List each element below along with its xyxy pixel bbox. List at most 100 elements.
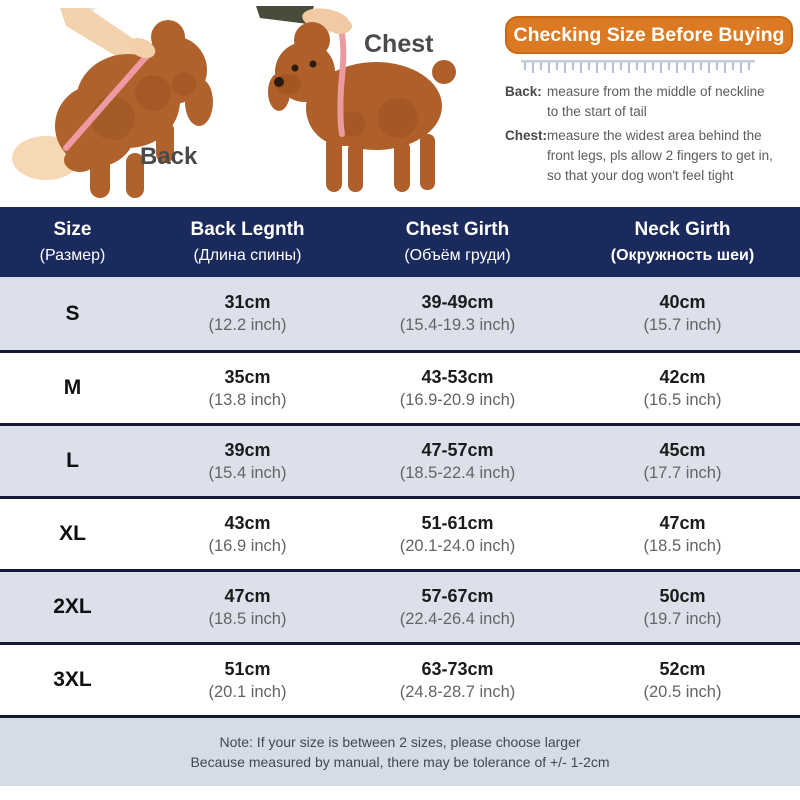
table-header-row: Size (Размер) Back Legnth (Длина спины) … xyxy=(0,207,800,277)
back-instruction: Back: measure from the middle of necklin… xyxy=(505,82,795,122)
back-length-cell: 47cm (18.5 inch) xyxy=(145,572,350,642)
back-inch-value: (20.1 inch) xyxy=(208,682,287,701)
neck-girth-cell: 42cm (16.5 inch) xyxy=(565,353,800,423)
back-length-cell: 35cm (13.8 inch) xyxy=(145,353,350,423)
neck-cm-value: 45cm xyxy=(659,439,706,460)
chest-instruction: Chest: measure the widest area behind th… xyxy=(505,126,795,186)
ruler-icon xyxy=(521,60,755,73)
size-note: Note: If your size is between 2 sizes, p… xyxy=(0,715,800,786)
chest-dog-illustration xyxy=(256,6,456,192)
neck-inch-value: (15.7 inch) xyxy=(643,316,722,334)
neck-cm-value: 50cm xyxy=(659,585,706,606)
chest-inch-value: (22.4-26.4 inch) xyxy=(399,609,516,628)
header-neck-en: Neck Girth xyxy=(634,219,731,240)
table-row-2xl: 2XL 47cm (18.5 inch) 57-67cm (22.4-26.4 … xyxy=(0,569,800,642)
table-row-l: L 39cm (15.4 inch) 47-57cm (18.5-22.4 in… xyxy=(0,423,800,496)
header-cell-back-length: Back Legnth (Длина спины) xyxy=(145,207,350,277)
neck-inch-value: (20.5 inch) xyxy=(643,682,722,701)
size-guide-banner: Checking Size Before Buying xyxy=(505,16,793,54)
header-cell-size: Size (Размер) xyxy=(0,207,145,277)
neck-girth-cell: 47cm (18.5 inch) xyxy=(565,499,800,569)
chest-cm-value: 43-53cm xyxy=(421,366,494,387)
chest-inch-value: (20.1-24.0 inch) xyxy=(399,536,516,555)
chest-instruction-line: front legs, pls allow 2 fingers to get i… xyxy=(547,148,773,163)
neck-inch-value: (17.7 inch) xyxy=(643,463,722,482)
header-size-ru: (Размер) xyxy=(39,247,106,264)
chest-measure-photo xyxy=(248,6,460,198)
back-cm-value: 31cm xyxy=(224,292,271,312)
size-table: Size (Размер) Back Legnth (Длина спины) … xyxy=(0,207,800,786)
measure-instructions: Back: measure from the middle of necklin… xyxy=(505,82,795,186)
chest-inch-value: (18.5-22.4 inch) xyxy=(399,463,516,482)
chest-cm-value: 39-49cm xyxy=(421,292,494,312)
header-chest-ru: (Объём груди) xyxy=(404,247,511,264)
header-cell-chest-girth: Chest Girth (Объём груди) xyxy=(350,207,565,277)
chest-girth-cell: 51-61cm (20.1-24.0 inch) xyxy=(350,499,565,569)
table-row-xl: XL 43cm (16.9 inch) 51-61cm (20.1-24.0 i… xyxy=(0,496,800,569)
chest-girth-cell: 63-73cm (24.8-28.7 inch) xyxy=(350,645,565,715)
measure-guide-section: Back xyxy=(0,0,800,207)
note-line-2: Because measured by manual, there may be… xyxy=(190,754,610,770)
neck-inch-value: (19.7 inch) xyxy=(643,609,722,628)
neck-girth-cell: 50cm (19.7 inch) xyxy=(565,572,800,642)
chest-girth-cell: 43-53cm (16.9-20.9 inch) xyxy=(350,353,565,423)
size-guide-panel: Checking Size Before Buying Back: measur… xyxy=(505,16,795,190)
back-inch-value: (18.5 inch) xyxy=(208,609,287,628)
back-cm-value: 39cm xyxy=(224,439,271,460)
chest-instruction-line: measure the widest area behind the xyxy=(547,128,762,143)
header-back-ru: (Длина спины) xyxy=(193,247,302,264)
chest-inch-value: (15.4-19.3 inch) xyxy=(399,316,516,334)
back-length-cell: 39cm (15.4 inch) xyxy=(145,426,350,496)
chest-instruction-line: so that your dog won't feel tight xyxy=(547,168,734,183)
size-cell: S xyxy=(65,301,80,325)
back-measure-photo xyxy=(8,8,240,200)
chest-cm-value: 47-57cm xyxy=(421,439,494,460)
header-size-en: Size xyxy=(53,219,92,240)
size-cell: 3XL xyxy=(53,668,92,691)
back-instruction-label: Back: xyxy=(505,84,542,99)
size-cell: 2XL xyxy=(53,595,92,618)
banner-title: Checking Size Before Buying xyxy=(513,23,785,46)
table-row-s: S 31cm (12.2 inch) 39-49cm (15.4-19.3 in… xyxy=(0,277,800,350)
header-back-en: Back Legnth xyxy=(190,219,305,240)
chest-inch-value: (16.9-20.9 inch) xyxy=(399,390,516,409)
chest-girth-cell: 47-57cm (18.5-22.4 inch) xyxy=(350,426,565,496)
neck-cm-value: 52cm xyxy=(659,658,706,679)
back-inch-value: (12.2 inch) xyxy=(208,316,287,334)
dog-body xyxy=(55,20,213,198)
back-photo-label: Back xyxy=(140,143,198,170)
chest-girth-cell: 39-49cm (15.4-19.3 inch) xyxy=(350,277,565,350)
table-row-m: M 35cm (13.8 inch) 43-53cm (16.9-20.9 in… xyxy=(0,350,800,423)
back-cm-value: 47cm xyxy=(224,585,271,606)
neck-inch-value: (16.5 inch) xyxy=(643,390,722,409)
header-cell-neck-girth: Neck Girth (Окружность шеи) xyxy=(565,207,800,277)
back-length-cell: 43cm (16.9 inch) xyxy=(145,499,350,569)
neck-girth-cell: 45cm (17.7 inch) xyxy=(565,426,800,496)
back-cm-value: 43cm xyxy=(224,512,271,533)
back-instruction-line: to the start of tail xyxy=(547,104,647,119)
neck-cm-value: 42cm xyxy=(659,366,706,387)
chest-photo-label: Chest xyxy=(364,30,434,58)
table-row-3xl: 3XL 51cm (20.1 inch) 63-73cm (24.8-28.7 … xyxy=(0,642,800,715)
back-length-cell: 31cm (12.2 inch) xyxy=(145,277,350,350)
back-dog-illustration xyxy=(12,8,213,198)
chest-cm-value: 63-73cm xyxy=(421,658,494,679)
chest-girth-cell: 57-67cm (22.4-26.4 inch) xyxy=(350,572,565,642)
header-chest-en: Chest Girth xyxy=(405,219,510,240)
chest-cm-value: 51-61cm xyxy=(421,512,494,533)
back-cm-value: 51cm xyxy=(224,658,271,679)
header-neck-ru: (Окружность шеи) xyxy=(610,247,755,264)
measuring-tape xyxy=(337,25,347,137)
neck-inch-value: (18.5 inch) xyxy=(643,536,722,555)
back-inch-value: (15.4 inch) xyxy=(208,463,287,482)
neck-girth-cell: 40cm (15.7 inch) xyxy=(565,277,800,350)
neck-cm-value: 40cm xyxy=(659,292,706,312)
chest-inch-value: (24.8-28.7 inch) xyxy=(399,682,516,701)
back-inch-value: (13.8 inch) xyxy=(208,390,287,409)
size-cell: L xyxy=(66,449,79,472)
note-line-1: Note: If your size is between 2 sizes, p… xyxy=(219,734,581,750)
back-cm-value: 35cm xyxy=(224,366,271,387)
chest-cm-value: 57-67cm xyxy=(421,585,494,606)
neck-girth-cell: 52cm (20.5 inch) xyxy=(565,645,800,715)
back-inch-value: (16.9 inch) xyxy=(208,536,287,555)
